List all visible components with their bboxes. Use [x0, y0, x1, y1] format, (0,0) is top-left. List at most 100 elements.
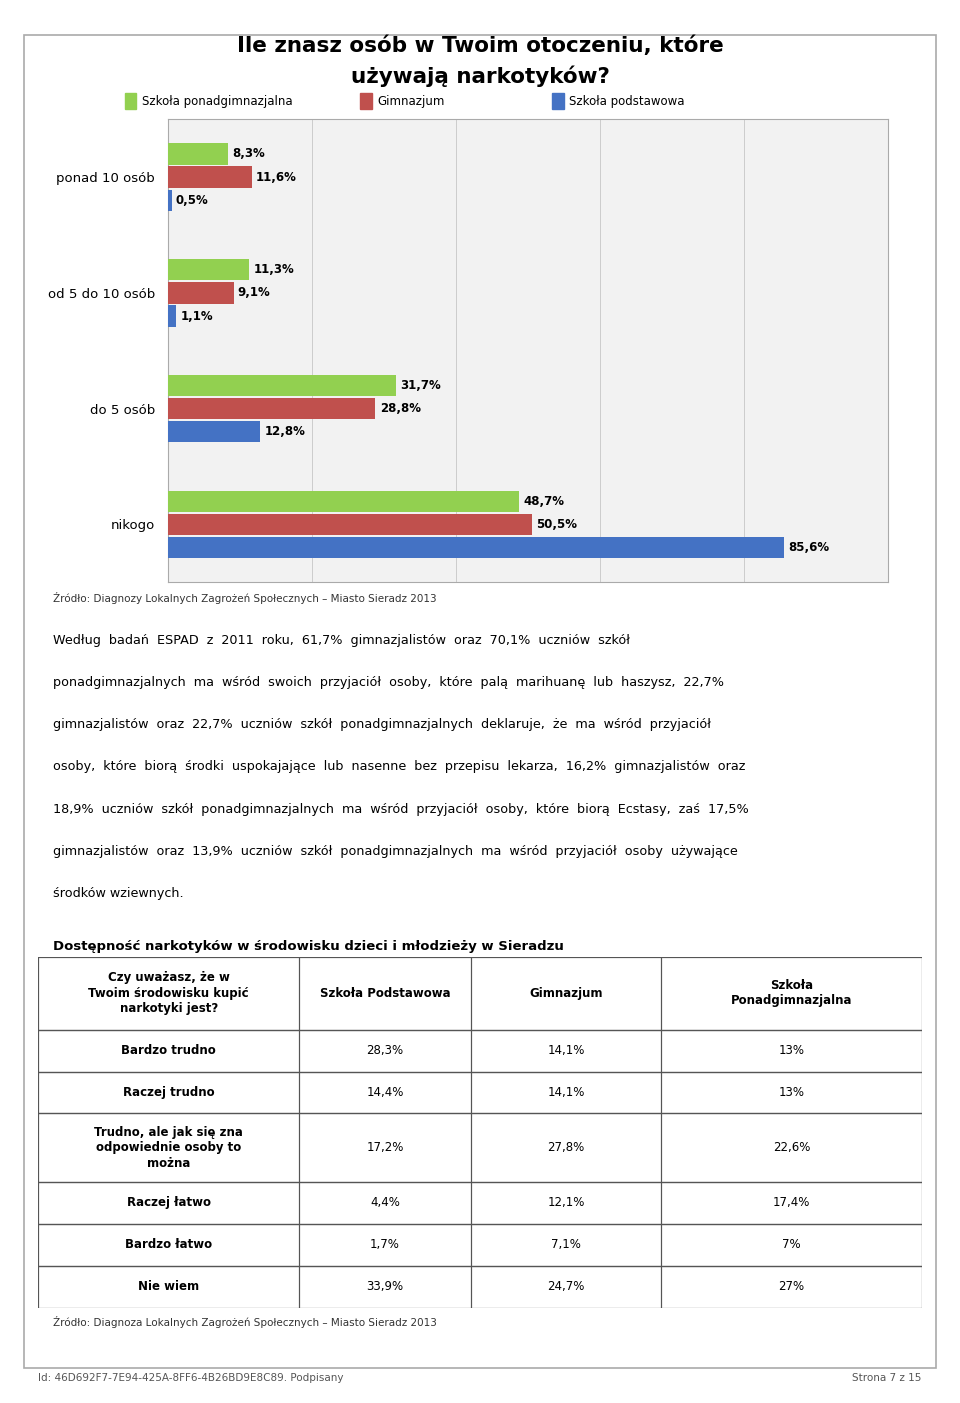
Text: 7,1%: 7,1%	[551, 1239, 581, 1251]
Bar	[38, 1072, 299, 1114]
Text: Dostępność narkotyków w środowisku dzieci i młodzieży w Sieradzu: Dostępność narkotyków w środowisku dziec…	[53, 940, 564, 953]
Bar	[38, 1223, 922, 1266]
Text: gimnazjalistów  oraz  13,9%  uczniów  szkół  ponadgimnazjalnych  ma  wśród  przy: gimnazjalistów oraz 13,9% uczniów szkół …	[53, 845, 737, 857]
Bar	[38, 1223, 299, 1266]
Text: 12,1%: 12,1%	[547, 1197, 585, 1209]
Bar	[38, 957, 299, 1030]
Bar	[168, 306, 176, 327]
Text: 18,9%  uczniów  szkół  ponadgimnazjalnych  ma  wśród  przyjaciół  osoby,  które : 18,9% uczniów szkół ponadgimnazjalnych m…	[53, 803, 749, 815]
Bar	[299, 957, 471, 1030]
Text: ponadgimnazjalnych  ma  wśród  swoich  przyjaciół  osoby,  które  palą  marihuan: ponadgimnazjalnych ma wśród swoich przyj…	[53, 676, 724, 689]
Text: 14,1%: 14,1%	[547, 1044, 585, 1056]
Text: 24,7%: 24,7%	[547, 1280, 585, 1294]
Text: Źródło: Diagnoza Lokalnych Zagrożeń Społecznych – Miasto Sieradz 2013: Źródło: Diagnoza Lokalnych Zagrożeń Społ…	[53, 1316, 437, 1329]
Text: Bardzo trudno: Bardzo trudno	[121, 1044, 216, 1056]
Bar	[168, 282, 233, 303]
Text: osoby,  które  biorą  środki  uspokajające  lub  nasenne  bez  przepisu  lekarza: osoby, które biorą środki uspokajające l…	[53, 760, 745, 773]
Bar	[471, 1030, 661, 1072]
Bar	[168, 143, 228, 164]
Text: Nie wiem: Nie wiem	[138, 1280, 200, 1294]
Text: 1,1%: 1,1%	[180, 310, 213, 323]
Bar	[471, 957, 661, 1030]
Text: Szkoła podstawowa: Szkoła podstawowa	[569, 94, 684, 108]
Text: 48,7%: 48,7%	[523, 495, 564, 508]
Text: 11,3%: 11,3%	[253, 264, 295, 276]
Bar	[471, 1266, 661, 1308]
Bar	[38, 1114, 922, 1181]
Text: 11,6%: 11,6%	[255, 171, 297, 184]
Text: Bardzo łatwo: Bardzo łatwo	[125, 1239, 212, 1251]
Bar	[299, 1181, 471, 1223]
Bar	[299, 1223, 471, 1266]
Bar	[471, 1223, 661, 1266]
Bar	[471, 1114, 661, 1181]
Text: Gimnazjum: Gimnazjum	[529, 986, 603, 1000]
Bar	[661, 1181, 922, 1223]
Bar	[299, 1266, 471, 1308]
Bar	[661, 1030, 922, 1072]
Bar	[471, 1181, 661, 1223]
Text: Według  badań  ESPAD  z  2011  roku,  61,7%  gimnazjalistów  oraz  70,1%  ucznió: Według badań ESPAD z 2011 roku, 61,7% gi…	[53, 634, 630, 647]
Text: używają narkotyków?: używają narkotyków?	[350, 66, 610, 87]
Text: Gimnazjum: Gimnazjum	[377, 94, 444, 108]
Text: Raczej trudno: Raczej trudno	[123, 1086, 214, 1099]
Bar	[38, 1266, 922, 1308]
Bar	[38, 1266, 299, 1308]
Text: 85,6%: 85,6%	[789, 542, 829, 554]
Bar	[168, 421, 260, 442]
Bar	[299, 1114, 471, 1181]
Text: 14,1%: 14,1%	[547, 1086, 585, 1099]
Text: 0,5%: 0,5%	[176, 194, 208, 206]
Bar	[661, 1223, 922, 1266]
Text: 28,3%: 28,3%	[367, 1044, 403, 1056]
Text: 28,8%: 28,8%	[380, 403, 420, 415]
Bar	[168, 375, 396, 396]
Bar	[168, 513, 532, 535]
Bar	[299, 1072, 471, 1114]
Bar	[168, 491, 518, 512]
Bar	[38, 1181, 299, 1223]
Text: 12,8%: 12,8%	[265, 425, 305, 438]
Text: 4,4%: 4,4%	[371, 1197, 400, 1209]
Text: 7%: 7%	[782, 1239, 801, 1251]
Text: gimnazjalistów  oraz  22,7%  uczniów  szkół  ponadgimnazjalnych  deklaruje,  że : gimnazjalistów oraz 22,7% uczniów szkół …	[53, 718, 710, 731]
Text: Id: 46D692F7-7E94-425A-8FF6-4B26BD9E8C89. Podpisany: Id: 46D692F7-7E94-425A-8FF6-4B26BD9E8C89…	[38, 1372, 344, 1383]
Text: Trudno, ale jak się zna
odpowiednie osoby to
można: Trudno, ale jak się zna odpowiednie osob…	[94, 1125, 243, 1170]
Bar	[471, 1072, 661, 1114]
Text: 13%: 13%	[779, 1086, 804, 1099]
Text: Szkoła ponadgimnazjalna: Szkoła ponadgimnazjalna	[142, 94, 293, 108]
Text: 31,7%: 31,7%	[400, 379, 442, 391]
Bar	[38, 1114, 299, 1181]
Text: 1,7%: 1,7%	[371, 1239, 400, 1251]
Text: środków wziewnych.: środków wziewnych.	[53, 887, 183, 899]
Text: 17,2%: 17,2%	[367, 1141, 404, 1155]
Text: Szkoła Podstawowa: Szkoła Podstawowa	[320, 986, 450, 1000]
Text: 33,9%: 33,9%	[367, 1280, 403, 1294]
Text: 17,4%: 17,4%	[773, 1197, 810, 1209]
Bar	[168, 167, 252, 188]
Text: 50,5%: 50,5%	[536, 518, 577, 530]
Bar	[38, 1030, 922, 1072]
Bar	[661, 957, 922, 1030]
Text: Raczej łatwo: Raczej łatwo	[127, 1197, 210, 1209]
Text: Źródło: Diagnozy Lokalnych Zagrożeń Społecznych – Miasto Sieradz 2013: Źródło: Diagnozy Lokalnych Zagrożeń Społ…	[53, 592, 437, 605]
Bar	[168, 398, 375, 419]
Text: 8,3%: 8,3%	[232, 147, 265, 160]
Text: 14,4%: 14,4%	[367, 1086, 404, 1099]
Bar	[38, 1030, 299, 1072]
Text: 27%: 27%	[779, 1280, 804, 1294]
Text: 22,6%: 22,6%	[773, 1141, 810, 1155]
Bar	[168, 189, 172, 210]
Text: Czy uważasz, że w
Twoim środowisku kupić
narkotyki jest?: Czy uważasz, że w Twoim środowisku kupić…	[88, 971, 249, 1016]
Bar	[38, 1181, 922, 1223]
Bar	[661, 1114, 922, 1181]
Bar	[38, 957, 922, 1030]
Text: Strona 7 z 15: Strona 7 z 15	[852, 1372, 922, 1383]
Text: 27,8%: 27,8%	[547, 1141, 585, 1155]
Bar	[168, 260, 250, 281]
Bar	[168, 537, 784, 558]
Bar	[661, 1072, 922, 1114]
Text: Szkoła
Ponadgimnazjalna: Szkoła Ponadgimnazjalna	[731, 979, 852, 1007]
Text: Ile znasz osób w Twoim otoczeniu, które: Ile znasz osób w Twoim otoczeniu, które	[236, 35, 724, 56]
Text: 9,1%: 9,1%	[238, 286, 271, 299]
